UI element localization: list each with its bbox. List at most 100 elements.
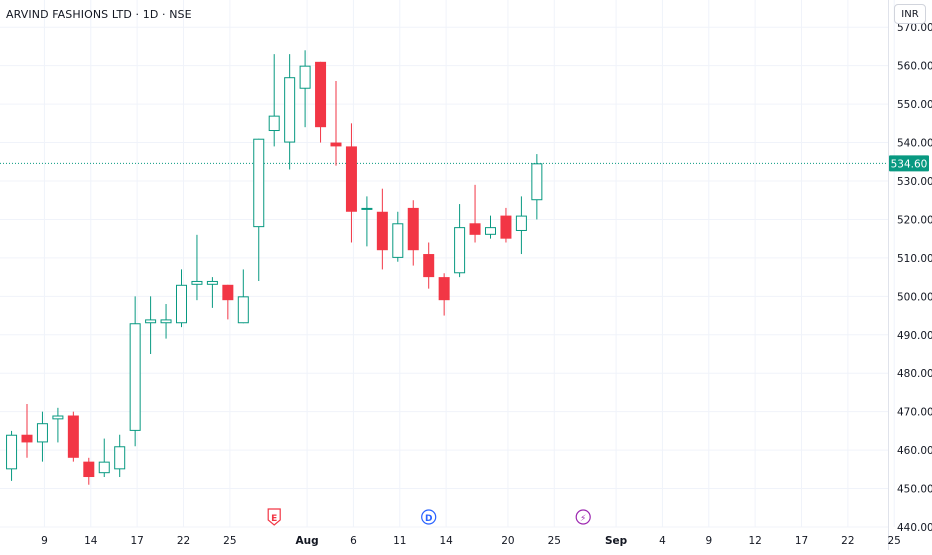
y-tick-label: 560.00	[897, 61, 932, 73]
candle-up	[160, 304, 172, 339]
candle-body	[145, 319, 157, 324]
candle-body	[222, 284, 234, 301]
candle-body	[206, 280, 218, 285]
x-axis[interactable]: 9 14 17 22 25 Aug 6 11 14 20 25 Sep 4 9 12 17 22 25	[41, 535, 901, 547]
candle-body	[376, 211, 388, 251]
candle-body	[67, 415, 79, 458]
candle-down	[423, 242, 435, 289]
last-price-badge-bg	[889, 155, 929, 172]
y-tick-label: 440.00	[897, 522, 932, 534]
candle-body	[361, 207, 373, 210]
candle-up	[268, 54, 280, 147]
candles	[6, 50, 543, 485]
candle-body	[36, 423, 48, 443]
candle-body	[268, 115, 280, 132]
y-tick-label: 510.00	[897, 253, 932, 265]
candle-body	[98, 461, 110, 474]
x-tick-label: 6	[350, 535, 357, 547]
candle-up	[129, 296, 141, 447]
y-tick-label: 540.00	[897, 138, 932, 150]
candle-down	[500, 207, 512, 243]
candle-down	[222, 284, 234, 320]
y-tick-label: 570.00	[897, 22, 932, 34]
y-tick-label: 450.00	[897, 484, 932, 496]
candle-up	[253, 138, 265, 281]
candle-body	[454, 227, 466, 274]
x-tick-label: 4	[659, 535, 666, 547]
candle-body	[469, 223, 481, 235]
y-tick-label: 550.00	[897, 99, 932, 111]
candle-body	[423, 254, 435, 278]
candle-body	[330, 142, 342, 147]
candle-body	[485, 227, 496, 235]
x-tick-label: 14	[84, 535, 98, 547]
candle-down	[345, 123, 357, 243]
chart-title: ARVIND FASHIONS LTD · 1D · NSE	[6, 8, 192, 21]
x-tick-label: Aug	[296, 535, 319, 547]
candle-up	[299, 50, 311, 128]
candle-up	[6, 430, 18, 481]
candle-up	[454, 204, 466, 278]
candle-up	[515, 196, 527, 255]
candle-up	[392, 211, 404, 262]
x-tick-label: 17	[130, 535, 143, 547]
y-tick-label: 520.00	[897, 214, 932, 226]
x-tick-label: 14	[439, 535, 453, 547]
candle-down	[376, 188, 388, 270]
event-letter: E	[271, 514, 277, 524]
candle-body	[284, 77, 296, 143]
candle-body	[21, 434, 33, 443]
candle-body	[176, 284, 187, 324]
candle-body	[160, 319, 172, 324]
candle-body	[253, 138, 265, 228]
grid	[0, 0, 895, 550]
candle-up	[284, 54, 296, 170]
candle-up	[191, 234, 203, 301]
candle-up	[485, 215, 496, 239]
event-marker-split: ⚡	[575, 509, 591, 525]
y-tick-label: 460.00	[897, 445, 932, 457]
x-tick-label: 25	[223, 535, 236, 547]
candle-body	[392, 223, 404, 258]
candle-up	[36, 411, 48, 462]
x-tick-label: 11	[393, 535, 406, 547]
candle-body	[438, 277, 450, 301]
candle-up	[114, 434, 126, 478]
earnings-icon	[267, 508, 281, 526]
candle-body	[299, 65, 311, 89]
candle-body	[515, 215, 527, 231]
candle-up	[206, 277, 218, 308]
candle-up	[531, 154, 543, 220]
x-tick-label: 20	[501, 535, 514, 547]
candle-up	[145, 296, 157, 354]
candle-body	[83, 461, 95, 478]
candle-body	[531, 163, 543, 201]
split-icon	[575, 509, 591, 525]
candle-down	[67, 411, 79, 462]
event-letter: D	[425, 514, 432, 524]
event-markers: E D ⚡	[267, 508, 591, 526]
candle-down	[21, 403, 33, 458]
candle-body	[315, 61, 327, 128]
x-tick-label: 25	[888, 535, 901, 547]
candle-up	[361, 196, 373, 247]
currency-button[interactable]: INR	[894, 4, 926, 24]
candle-down	[407, 200, 419, 266]
candle-up	[237, 269, 249, 324]
last-price-badge: 534.60	[889, 155, 929, 172]
y-tick-label: 480.00	[897, 368, 932, 380]
x-tick-label: Sep	[605, 535, 628, 547]
candle-up	[52, 407, 64, 443]
candle-body	[129, 323, 141, 431]
x-tick-label: 9	[705, 535, 712, 547]
candle-down	[83, 457, 95, 485]
x-tick-label: 17	[795, 535, 808, 547]
candle-body	[114, 446, 126, 470]
y-tick-label: 470.00	[897, 407, 932, 419]
candle-body	[191, 280, 203, 285]
y-axis[interactable]: 440.00 450.00 460.00 470.00 480.00 490.00 500.…	[897, 22, 932, 534]
last-price-label: 534.60	[891, 158, 928, 170]
candle-down	[315, 61, 327, 143]
